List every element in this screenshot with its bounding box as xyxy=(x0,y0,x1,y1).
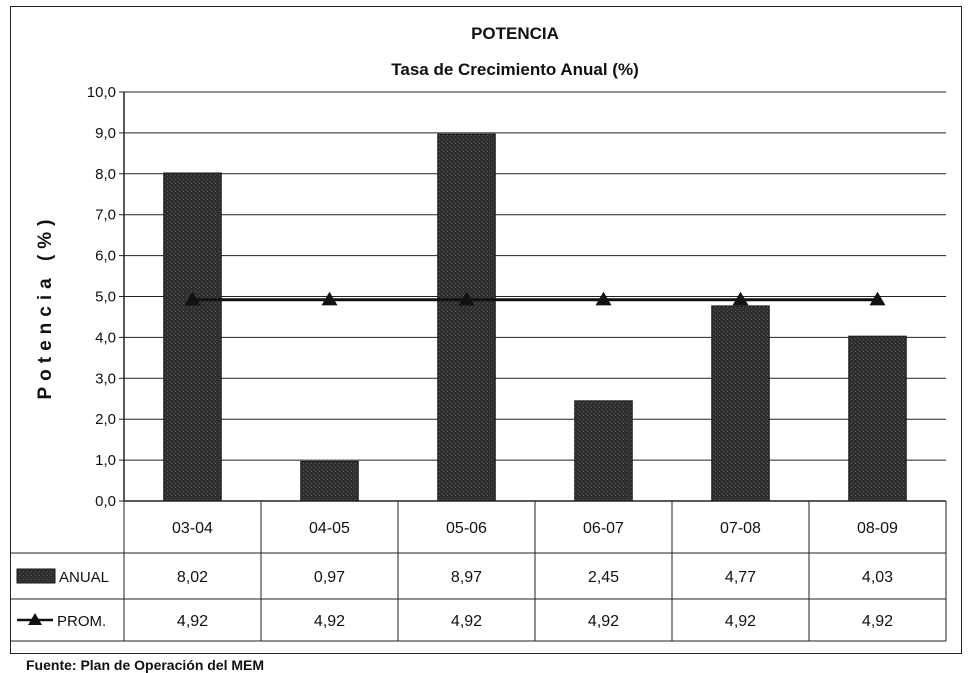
legend-label-anual: ANUAL xyxy=(59,569,109,586)
y-tick-label: 2,0 xyxy=(95,411,116,428)
y-tick-label: 5,0 xyxy=(95,289,116,306)
data-label-anual: 2,45 xyxy=(588,569,619,586)
data-label-anual: 4,03 xyxy=(862,569,893,586)
y-tick-label: 3,0 xyxy=(95,370,116,387)
data-label-prom: 4,92 xyxy=(725,613,756,630)
x-tick-label: 06-07 xyxy=(583,520,624,537)
y-tick-label: 8,0 xyxy=(95,166,116,183)
data-label-anual: 8,97 xyxy=(451,569,482,586)
y-tick-label: 10,0 xyxy=(87,84,116,101)
average-marker-05-06 xyxy=(458,291,475,306)
data-label-prom: 4,92 xyxy=(588,613,619,630)
legend-key-prom-marker xyxy=(28,613,42,625)
x-tick-label: 05-06 xyxy=(446,520,487,537)
data-label-prom: 4,92 xyxy=(177,613,208,630)
x-tick-label: 08-09 xyxy=(857,520,898,537)
chart-svg: POTENCIA Tasa de Crecimiento Anual (%) Pot… xyxy=(11,24,947,642)
y-axis-label: Potencia (%) xyxy=(35,213,56,399)
x-tick-label: 04-05 xyxy=(309,520,350,537)
y-tick-label: 0,0 xyxy=(95,493,116,510)
legend-label-prom: PROM. xyxy=(57,613,106,630)
bar-04-05 xyxy=(300,460,359,502)
x-tick-label: 07-08 xyxy=(720,520,761,537)
x-tick-label: 03-04 xyxy=(172,520,213,537)
bar-06-07 xyxy=(574,400,633,502)
data-label-anual: 0,97 xyxy=(314,569,345,586)
data-label-prom: 4,92 xyxy=(862,613,893,630)
average-marker-07-08 xyxy=(732,291,749,306)
data-label-anual: 8,02 xyxy=(177,569,208,586)
data-label-prom: 4,92 xyxy=(314,613,345,630)
y-tick-label: 7,0 xyxy=(95,207,116,224)
chart-subtitle: Tasa de Crecimiento Anual (%) xyxy=(391,60,639,79)
bar-07-08 xyxy=(711,305,770,502)
bar-03-04 xyxy=(163,172,222,502)
average-marker-03-04 xyxy=(184,291,201,306)
average-marker-04-05 xyxy=(321,291,338,306)
y-tick-label: 6,0 xyxy=(95,248,116,265)
bar-05-06 xyxy=(437,133,496,502)
chart-frame: POTENCIA Tasa de Crecimiento Anual (%) Pot… xyxy=(10,6,962,654)
y-tick-label: 1,0 xyxy=(95,452,116,469)
y-tick-label: 9,0 xyxy=(95,125,116,142)
chart-title: POTENCIA xyxy=(471,24,559,43)
data-label-prom: 4,92 xyxy=(451,613,482,630)
data-label-anual: 4,77 xyxy=(725,569,756,586)
average-marker-06-07 xyxy=(595,291,612,306)
average-marker-08-09 xyxy=(869,291,886,306)
source-note: Fuente: Plan de Operación del MEM xyxy=(26,657,265,673)
y-tick-label: 4,0 xyxy=(95,329,116,346)
legend-key-anual xyxy=(16,568,56,584)
bar-08-09 xyxy=(848,335,907,502)
